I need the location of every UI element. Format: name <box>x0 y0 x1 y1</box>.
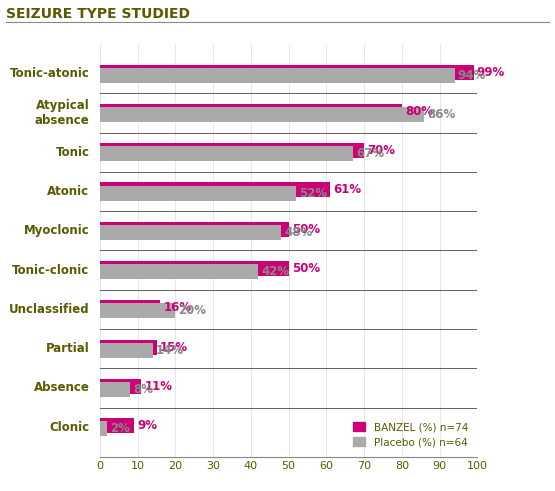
Text: 14%: 14% <box>156 344 184 356</box>
Text: 8%: 8% <box>133 383 153 396</box>
Bar <box>100 382 130 397</box>
Text: 11%: 11% <box>144 380 173 393</box>
Text: 67%: 67% <box>356 147 384 160</box>
Text: 2%: 2% <box>110 422 130 435</box>
Text: 50%: 50% <box>291 262 320 275</box>
Bar <box>100 379 142 394</box>
Bar <box>100 421 108 436</box>
Text: SEIZURE TYPE STUDIED: SEIZURE TYPE STUDIED <box>6 7 190 22</box>
Text: 80%: 80% <box>405 105 433 118</box>
Bar <box>100 146 353 161</box>
Text: 61%: 61% <box>333 184 361 196</box>
Bar <box>100 183 330 197</box>
Text: 86%: 86% <box>427 108 456 121</box>
Bar <box>100 264 259 279</box>
Text: 42%: 42% <box>261 265 290 278</box>
Text: 52%: 52% <box>299 187 327 199</box>
Bar <box>100 261 289 276</box>
Text: 50%: 50% <box>291 223 320 236</box>
Bar <box>100 340 157 355</box>
Bar <box>100 300 160 315</box>
Bar <box>100 68 455 82</box>
Bar <box>100 107 425 122</box>
Text: 16%: 16% <box>163 301 191 314</box>
Text: 99%: 99% <box>477 66 505 79</box>
Bar <box>100 104 402 119</box>
Bar <box>100 186 296 200</box>
Bar <box>100 303 175 318</box>
Text: 20%: 20% <box>178 304 206 317</box>
Bar <box>100 225 281 240</box>
Text: 70%: 70% <box>367 144 395 157</box>
Bar <box>100 222 289 237</box>
Text: 94%: 94% <box>458 69 486 82</box>
Text: 15%: 15% <box>159 341 188 354</box>
Bar <box>100 418 134 433</box>
Text: 48%: 48% <box>284 226 312 239</box>
Bar <box>100 143 364 158</box>
Legend: BANZEL (%) n=74, Placebo (%) n=64: BANZEL (%) n=74, Placebo (%) n=64 <box>349 418 472 451</box>
Text: 9%: 9% <box>137 419 157 432</box>
Bar <box>100 65 473 80</box>
Bar <box>100 343 153 357</box>
